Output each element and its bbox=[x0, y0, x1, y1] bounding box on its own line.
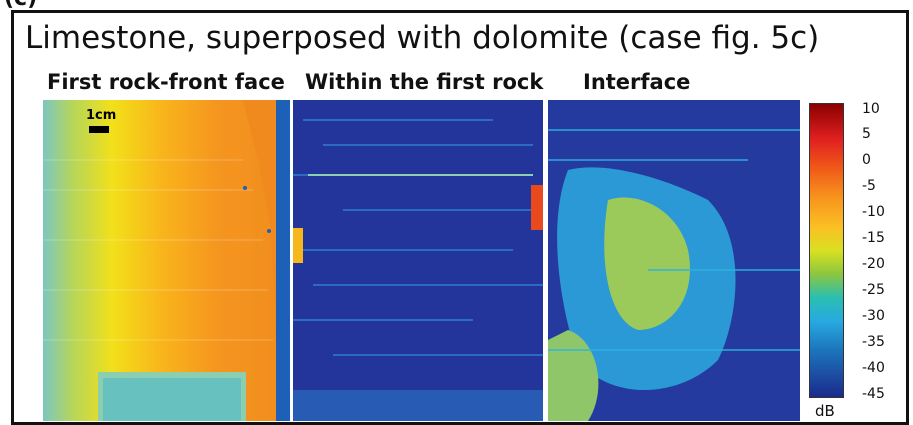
colorbar-tick: 10 bbox=[862, 101, 880, 117]
colorbar-unit: dB bbox=[815, 402, 835, 420]
scale-bar bbox=[89, 126, 109, 133]
panel-label-front-face: First rock-front face bbox=[47, 70, 285, 94]
scan-image-within-rock bbox=[293, 100, 543, 421]
panel-label-within-rock: Within the first rock bbox=[305, 70, 544, 94]
panel-letter: (c) bbox=[4, 0, 37, 11]
colorbar-tick: -30 bbox=[862, 308, 885, 324]
colorbar-tick: 5 bbox=[862, 126, 871, 142]
panel-label-interface: Interface bbox=[583, 70, 691, 94]
scan-image-front-face bbox=[43, 100, 290, 421]
colorbar-tick: -25 bbox=[862, 282, 885, 298]
colorbar-tick: -35 bbox=[862, 334, 885, 350]
scan-image-interface bbox=[548, 100, 800, 421]
colorbar-tick: -45 bbox=[862, 386, 885, 402]
scale-bar-label: 1cm bbox=[86, 108, 117, 123]
figure-title: Limestone, superposed with dolomite (cas… bbox=[25, 20, 820, 56]
colorbar-tick: -10 bbox=[862, 204, 885, 220]
colorbar-tick: -5 bbox=[862, 178, 876, 194]
colorbar-tick: -20 bbox=[862, 256, 885, 272]
colorbar-tick: -40 bbox=[862, 360, 885, 376]
colorbar-tick: -15 bbox=[862, 230, 885, 246]
colorbar-tick: 0 bbox=[862, 152, 871, 168]
colorbar bbox=[809, 103, 844, 398]
